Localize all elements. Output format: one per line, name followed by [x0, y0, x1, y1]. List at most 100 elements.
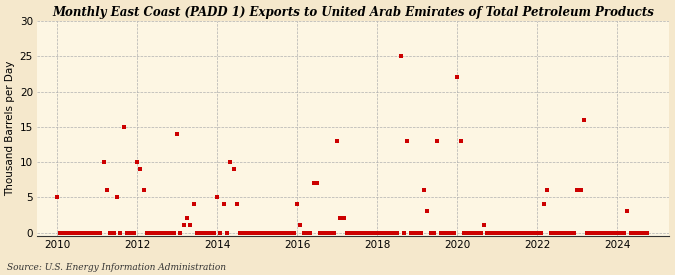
Point — [542, 188, 553, 192]
Point — [392, 230, 403, 235]
Point — [369, 230, 379, 235]
Point — [552, 230, 563, 235]
Point — [602, 230, 613, 235]
Point — [285, 230, 296, 235]
Point — [485, 230, 496, 235]
Point — [615, 230, 626, 235]
Point — [109, 230, 119, 235]
Point — [322, 230, 333, 235]
Point — [315, 230, 326, 235]
Point — [225, 160, 236, 164]
Point — [585, 230, 596, 235]
Point — [302, 230, 313, 235]
Point — [372, 230, 383, 235]
Point — [305, 230, 316, 235]
Point — [379, 230, 389, 235]
Point — [239, 230, 250, 235]
Point — [559, 230, 570, 235]
Point — [459, 230, 470, 235]
Point — [128, 230, 139, 235]
Point — [115, 230, 126, 235]
Point — [412, 230, 423, 235]
Point — [242, 230, 252, 235]
Point — [212, 195, 223, 199]
Point — [492, 230, 503, 235]
Point — [175, 230, 186, 235]
Point — [385, 230, 396, 235]
Point — [185, 223, 196, 228]
Point — [265, 230, 276, 235]
Point — [145, 230, 156, 235]
Point — [432, 139, 443, 143]
Point — [65, 230, 76, 235]
Point — [562, 230, 573, 235]
Point — [282, 230, 293, 235]
Point — [192, 230, 202, 235]
Point — [112, 195, 123, 199]
Point — [222, 230, 233, 235]
Point — [449, 230, 460, 235]
Point — [255, 230, 266, 235]
Point — [389, 230, 400, 235]
Point — [495, 230, 506, 235]
Point — [262, 230, 273, 235]
Point — [395, 54, 406, 59]
Point — [269, 230, 279, 235]
Point — [188, 202, 199, 207]
Point — [482, 230, 493, 235]
Point — [442, 230, 453, 235]
Point — [499, 230, 510, 235]
Point — [479, 223, 489, 228]
Point — [515, 230, 526, 235]
Point — [142, 230, 153, 235]
Point — [502, 230, 513, 235]
Y-axis label: Thousand Barrels per Day: Thousand Barrels per Day — [5, 61, 16, 196]
Point — [55, 230, 65, 235]
Point — [138, 188, 149, 192]
Point — [69, 230, 80, 235]
Point — [88, 230, 99, 235]
Point — [429, 230, 439, 235]
Point — [569, 230, 580, 235]
Point — [425, 230, 436, 235]
Point — [92, 230, 103, 235]
Point — [409, 230, 420, 235]
Point — [52, 195, 63, 199]
Point — [308, 181, 319, 185]
Point — [642, 230, 653, 235]
Point — [61, 230, 72, 235]
Point — [169, 230, 180, 235]
Title: Monthly East Coast (PADD 1) Exports to United Arab Emirates of Total Petroleum P: Monthly East Coast (PADD 1) Exports to U… — [53, 6, 654, 18]
Point — [532, 230, 543, 235]
Point — [632, 230, 643, 235]
Point — [99, 160, 109, 164]
Point — [599, 230, 610, 235]
Point — [245, 230, 256, 235]
Point — [152, 230, 163, 235]
Point — [465, 230, 476, 235]
Point — [452, 75, 463, 80]
Point — [589, 230, 599, 235]
Point — [325, 230, 336, 235]
Point — [435, 230, 446, 235]
Point — [352, 230, 362, 235]
Point — [148, 230, 159, 235]
Point — [365, 230, 376, 235]
Point — [439, 230, 450, 235]
Point — [595, 230, 606, 235]
Point — [232, 202, 242, 207]
Point — [362, 230, 373, 235]
Point — [475, 230, 486, 235]
Point — [85, 230, 96, 235]
Point — [375, 230, 386, 235]
Point — [162, 230, 173, 235]
Point — [505, 230, 516, 235]
Point — [399, 230, 410, 235]
Point — [295, 223, 306, 228]
Point — [155, 230, 166, 235]
Point — [489, 230, 500, 235]
Point — [522, 230, 533, 235]
Point — [512, 230, 522, 235]
Point — [625, 230, 636, 235]
Point — [622, 209, 633, 214]
